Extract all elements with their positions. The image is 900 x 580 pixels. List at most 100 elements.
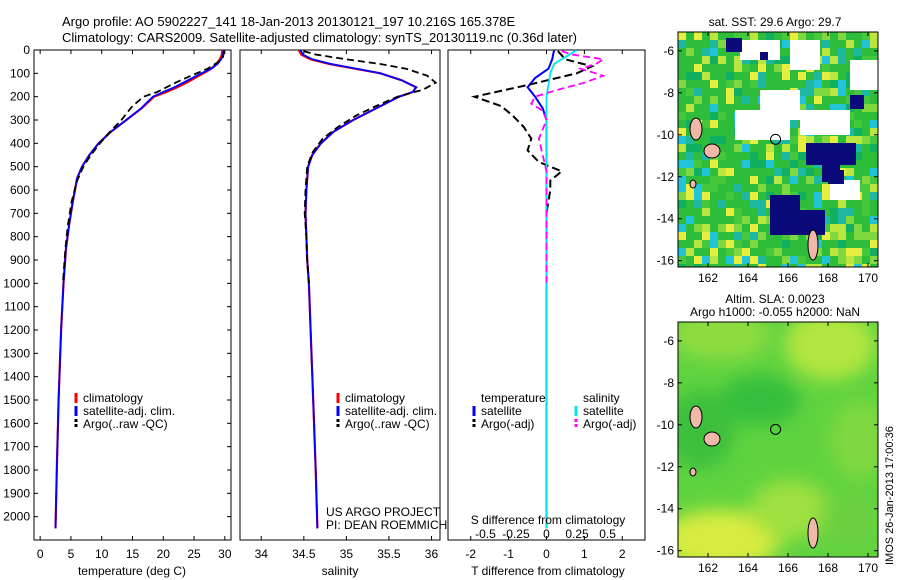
depth-tick-label: 2000 [3, 510, 30, 524]
map-lat-tick-label: -16 [657, 254, 675, 268]
series-line-temp-argo [470, 50, 595, 284]
s-diff-tick-label: 0.25 [565, 527, 589, 541]
s-diff-tick-label: 0.5 [599, 527, 616, 541]
depth-tick-label: 0 [23, 43, 30, 57]
xtick-label: 25 [187, 547, 201, 561]
temperature-panel: 0100200300400500600700800900100011001200… [3, 43, 232, 578]
map-lon-tick-label: 164 [738, 271, 758, 285]
map-lat-tick-label: -14 [657, 212, 675, 226]
legend-entry: satellite-adj. clim. [345, 404, 437, 418]
xtick-label: 30 [218, 547, 232, 561]
sla-map-title: Altim. SLA: 0.0023 [725, 292, 825, 306]
depth-tick-label: 1200 [3, 323, 30, 337]
difference-legend: temperature salinitysatelliteArgo(-adj)sa… [472, 391, 636, 431]
temperature-xlabel: temperature (deg C) [78, 564, 186, 578]
map-lon-tick-label: 162 [698, 271, 718, 285]
map-lon-tick-label: 168 [818, 561, 838, 575]
depth-tick-label: 500 [10, 160, 30, 174]
map-lon-tick-label: 166 [778, 561, 798, 575]
depth-tick-label: 1800 [3, 463, 30, 477]
legend-entry: satellite-adj. clim. [83, 404, 175, 418]
difference-panel: -2 -1 0 1 2 -0.5 -0.25 0 0.25 0.5 S difference fr… [447, 49, 646, 578]
map-lat-tick-label: -10 [657, 128, 675, 142]
map-lat-tick-label: -14 [657, 502, 675, 516]
footer-pi: PI: DEAN ROEMMICH [326, 518, 447, 532]
legend-entry: Argo(..raw -QC) [83, 417, 168, 431]
map-lat-tick-label: -8 [663, 376, 674, 390]
sst-map-panel: sat. SST: 29.6 Argo: 29.7 162 164 166 168 17… [657, 15, 879, 285]
depth-tick-label: 200 [10, 90, 30, 104]
series-line-sal-satellite [545, 50, 578, 529]
header-line1: Argo profile: AO 5902227_141 18-Jan-2013… [62, 14, 516, 29]
series-line-argo [62, 51, 226, 284]
map-lat-tick-label: -12 [657, 460, 675, 474]
series-line-argo [303, 50, 438, 284]
xtick-label: 15 [126, 547, 140, 561]
map-lat-tick-label: -6 [663, 44, 674, 58]
depth-tick-label: 1500 [3, 393, 30, 407]
map-lat-tick-label: -8 [663, 86, 674, 100]
map-lon-tick-label: 170 [858, 561, 878, 575]
map-lat-tick-label: -16 [657, 544, 675, 558]
legend-entry: satellite [481, 404, 522, 418]
map-lon-tick-label: 168 [818, 271, 838, 285]
xtick-label: 34 [255, 547, 269, 561]
argo-position-marker [770, 423, 782, 435]
depth-tick-label: 800 [10, 230, 30, 244]
map-lat-tick-label: -10 [657, 418, 675, 432]
difference-top-label: S difference from climatology [471, 513, 626, 527]
xtick-label: 34.5 [292, 547, 316, 561]
xtick-label: 35.5 [377, 547, 401, 561]
t-diff-tick-label: 2 [619, 547, 626, 561]
xtick-label: 36 [425, 547, 439, 561]
argo-position-marker [770, 133, 782, 145]
depth-tick-label: 1300 [3, 346, 30, 360]
s-diff-tick-label: -0.5 [475, 527, 496, 541]
depth-tick-label: 1900 [3, 486, 30, 500]
depth-tick-label: 600 [10, 183, 30, 197]
depth-tick-label: 1600 [3, 416, 30, 430]
xtick-label: 10 [95, 547, 109, 561]
legend-entry: Argo(-adj) [583, 417, 636, 431]
depth-tick-label: 300 [10, 113, 30, 127]
legend-title-temperature: temperature [481, 391, 546, 405]
map-lon-tick-label: 170 [858, 271, 878, 285]
sla-map-panel: Altim. SLA: 0.0023 Argo h1000: -0.055 h2… [657, 292, 879, 575]
t-diff-tick-label: 1 [581, 547, 588, 561]
legend-title-salinity: salinity [583, 391, 620, 405]
map-lat-tick-label: -6 [663, 334, 674, 348]
depth-tick-label: 1000 [3, 276, 30, 290]
sst-map-title: sat. SST: 29.6 Argo: 29.7 [709, 15, 842, 29]
map-lon-tick-label: 164 [738, 561, 758, 575]
legend-entry: Argo(..raw -QC) [345, 417, 430, 431]
legend-entry: climatology [83, 391, 143, 405]
xtick-label: 0 [37, 547, 44, 561]
s-diff-tick-label: 0 [543, 527, 550, 541]
series-line-sal-argo [530, 50, 607, 284]
salinity-xlabel: salinity [322, 564, 359, 578]
xtick-label: 20 [157, 547, 171, 561]
s-diff-tick-label: -0.25 [502, 527, 530, 541]
depth-tick-label: 1100 [4, 300, 30, 314]
t-diff-tick-label: -1 [503, 547, 514, 561]
legend-entry: satellite [583, 404, 624, 418]
legend-entry: Argo(-adj) [481, 417, 534, 431]
footer-project: US ARGO PROJECT [326, 505, 441, 519]
depth-tick-label: 1400 [3, 370, 30, 384]
map-lon-tick-label: 166 [778, 271, 798, 285]
t-diff-tick-label: -2 [465, 547, 476, 561]
t-diff-tick-label: 0 [543, 547, 550, 561]
legend-entry: climatology [345, 391, 405, 405]
depth-tick-label: 100 [10, 66, 30, 80]
map-lat-tick-label: -12 [657, 170, 675, 184]
sla-map-subtitle: Argo h1000: -0.055 h2000: NaN [690, 305, 860, 319]
difference-xlabel: T difference from climatology [471, 564, 625, 578]
header-line2: Climatology: CARS2009. Satellite-adjuste… [62, 30, 577, 45]
map-lon-tick-label: 162 [698, 561, 718, 575]
depth-tick-label: 1700 [3, 440, 30, 454]
xtick-label: 5 [68, 547, 75, 561]
depth-tick-label: 700 [10, 206, 30, 220]
